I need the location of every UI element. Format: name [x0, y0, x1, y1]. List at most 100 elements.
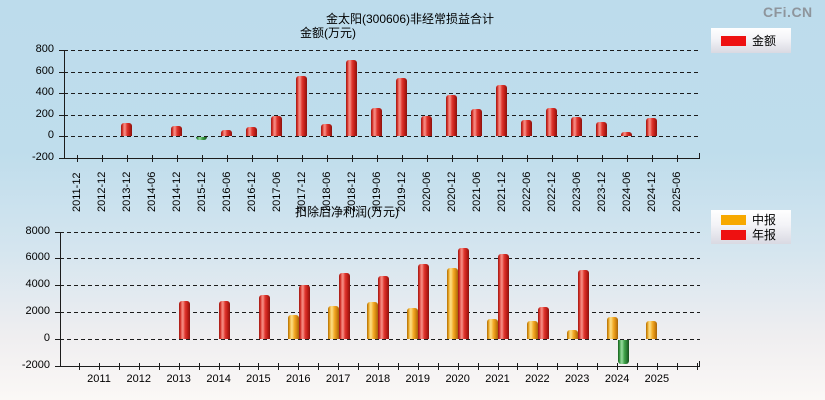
y-axis-label: 6000: [25, 251, 50, 264]
x-axis-tick: [226, 154, 228, 162]
y-axis-label: -2000: [21, 358, 50, 371]
y-axis-tick: [59, 136, 64, 137]
x-axis-line: [64, 157, 700, 159]
bar-amount-2015-12: [196, 137, 207, 141]
x-label-2019: 2019: [405, 373, 431, 385]
y-axis-label: 8000: [25, 224, 50, 237]
x-axis-tick: [178, 362, 180, 370]
x-axis-tick: [637, 362, 638, 370]
x-axis-tick: [338, 362, 340, 370]
x-label-2014-12: 2014-12: [170, 171, 183, 212]
y-axis-line: [64, 50, 65, 158]
x-axis-tick: [376, 154, 378, 162]
x-axis-tick: [401, 154, 403, 162]
x-axis-tick: [326, 154, 328, 162]
bar-annual-2013: [179, 301, 191, 339]
x-axis-tick: [151, 154, 153, 162]
x-label-2015-12: 2015-12: [195, 171, 208, 212]
y-axis-tick: [59, 157, 64, 159]
x-axis-tick: [551, 154, 553, 162]
x-label-2020-06: 2020-06: [420, 171, 433, 212]
x-label-2022-06: 2022-06: [520, 171, 533, 212]
bar-annual-2019: [418, 263, 430, 339]
legend-row-annual: 年报: [721, 229, 791, 241]
x-label-2020: 2020: [445, 373, 470, 385]
x-label-2019-06: 2019-06: [370, 171, 383, 212]
x-axis-tick: [201, 154, 203, 162]
bar-annual-2020: [458, 247, 470, 339]
y-axis-tick: [55, 258, 60, 260]
x-axis-tick: [258, 362, 260, 370]
x-axis-tick: [378, 362, 379, 370]
bar-interim-2019: [407, 307, 419, 339]
bar-interim-2021: [487, 319, 498, 339]
bar-amount-2024-12: [646, 117, 657, 136]
bar-amount-2018-06: [321, 123, 332, 136]
bar-amount-2021-06: [471, 109, 482, 136]
x-label-2011-12: 2011-12: [70, 172, 83, 212]
bar-amount-2016-12: [246, 127, 257, 136]
y-axis-label: 400: [35, 86, 54, 98]
x-axis-tick: [238, 362, 240, 370]
bar-annual-2015: [258, 294, 270, 339]
x-axis-tick: [597, 362, 599, 370]
y-axis-tick: [55, 338, 60, 340]
gridline: [64, 114, 700, 116]
x-axis-tick: [696, 362, 698, 370]
x-label-2025-06: 2025-06: [670, 171, 683, 212]
bar-interim-2023: [566, 330, 578, 339]
bar-amount-2017-06: [271, 115, 282, 136]
x-label-2014-06: 2014-06: [145, 171, 158, 212]
x-axis-tick: [358, 362, 359, 370]
cfi-cn-logo[interactable]: CFi.CN: [763, 4, 813, 20]
x-axis-tick: [276, 154, 278, 162]
bar-amount-2024-06: [621, 131, 632, 136]
y-axis-tick: [59, 50, 64, 51]
x-axis-tick: [577, 362, 579, 370]
x-axis-tick: [318, 362, 320, 370]
x-axis-tick: [158, 362, 160, 370]
y-axis-tick: [59, 71, 64, 73]
bar-annual-2024: [617, 339, 629, 364]
bar-amount-2018-12: [346, 59, 357, 136]
bar-annual-2023: [577, 269, 589, 339]
x-axis-tick: [76, 154, 78, 162]
x-label-2017-12: 2017-12: [295, 171, 308, 212]
x-label-2023: 2023: [564, 373, 590, 385]
bar-amount-2023-12: [596, 121, 607, 136]
x-label-2024: 2024: [604, 373, 630, 385]
bar-interim-2017: [327, 305, 339, 339]
y-axis-label: 0: [43, 331, 50, 344]
x-label-2012-12: 2012-12: [95, 171, 108, 212]
legend-row-amount: 金额: [721, 35, 791, 47]
x-label-2018: 2018: [365, 373, 391, 385]
x-axis-tick: [301, 154, 303, 162]
x-axis-tick: [617, 362, 618, 370]
x-label-2018-06: 2018-06: [320, 171, 333, 212]
y-axis-line: [60, 231, 61, 366]
x-axis-tick: [278, 362, 280, 370]
bar-amount-2022-06: [521, 120, 532, 136]
x-axis-tick: [557, 362, 559, 370]
x-axis-tick: [218, 362, 220, 370]
x-label-2017-06: 2017-06: [270, 171, 283, 212]
x-label-2021-12: 2021-12: [495, 171, 508, 212]
bar-annual-2022: [537, 306, 549, 339]
x-label-2023-06: 2023-06: [570, 171, 583, 212]
gridline: [64, 93, 700, 94]
y-axis-label: 200: [35, 107, 54, 120]
x-axis-tick: [426, 154, 428, 162]
bar-amount-2021-12: [496, 84, 507, 136]
gridline: [60, 258, 700, 260]
bar-annual-2021: [498, 253, 509, 339]
x-axis-tick: [118, 362, 120, 370]
gridline: [60, 338, 700, 340]
bar-interim-2016: [287, 314, 299, 339]
bar-annual-2014: [219, 300, 231, 339]
y-axis-label: 600: [35, 64, 54, 77]
x-label-2025: 2025: [644, 373, 670, 385]
bottom-chart-legend: 中报 年报: [711, 210, 791, 244]
bar-amount-2020-06: [421, 116, 432, 136]
bar-amount-2019-06: [371, 108, 382, 136]
